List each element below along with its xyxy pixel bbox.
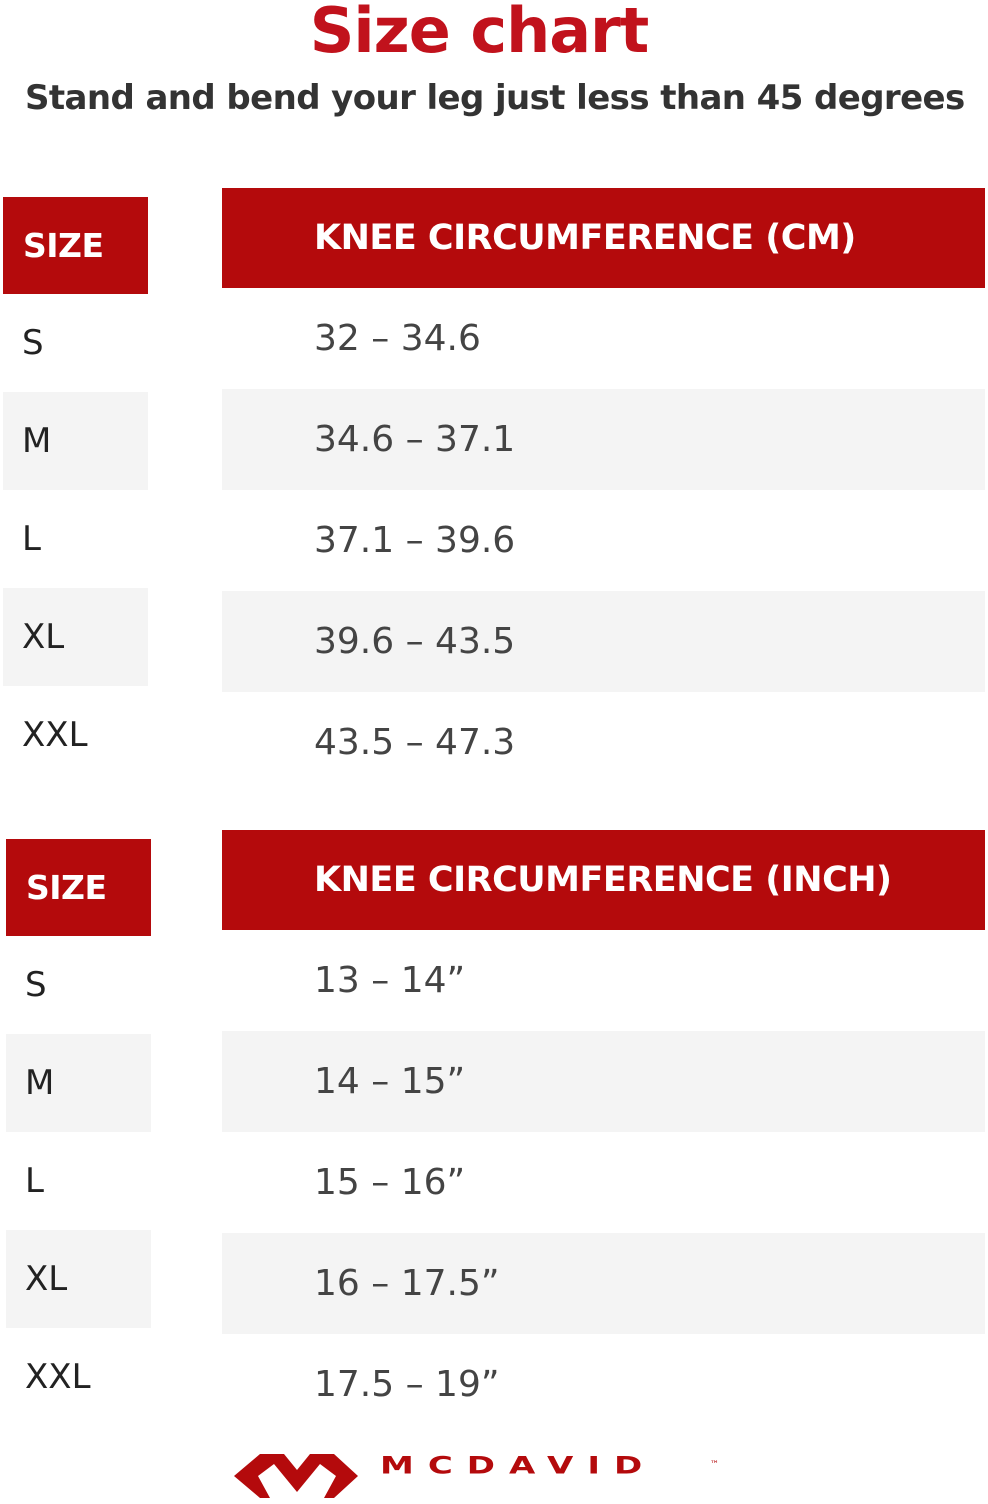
value-cell: 39.6 – 43.5 bbox=[222, 591, 985, 692]
size-column: S M L XL XXL bbox=[6, 936, 151, 1426]
size-cell: L bbox=[22, 519, 41, 559]
value-cell: 34.6 – 37.1 bbox=[222, 389, 985, 490]
mcdavid-m-mark-icon bbox=[234, 1454, 358, 1498]
knee-cm-column-header: KNEE CIRCUMFERENCE (CM) bbox=[222, 188, 985, 288]
value-cell: 14 – 15” bbox=[222, 1031, 985, 1132]
size-cell: XL bbox=[3, 588, 148, 686]
value-cell: 17.5 – 19” bbox=[314, 1364, 500, 1405]
value-cell: 13 – 14” bbox=[314, 960, 466, 1001]
page-subtitle: Stand and bend your leg just less than 4… bbox=[25, 78, 965, 118]
size-cell: XXL bbox=[25, 1357, 91, 1397]
size-table-cm: SIZE KNEE CIRCUMFERENCE (CM) S M L XL XX… bbox=[0, 188, 988, 788]
value-cell: 15 – 16” bbox=[314, 1162, 466, 1203]
knee-inch-column: 13 – 14” 14 – 15” 15 – 16” 16 – 17.5” 17… bbox=[222, 930, 985, 1435]
size-cell: S bbox=[22, 323, 44, 363]
value-cell: 32 – 34.6 bbox=[314, 318, 481, 359]
mcdavid-logo: MCDAVID ™ bbox=[232, 1450, 732, 1500]
size-cell: M bbox=[6, 1034, 151, 1132]
size-table-inch: SIZE KNEE CIRCUMFERENCE (INCH) S M L XL … bbox=[0, 830, 988, 1430]
value-cell: 37.1 – 39.6 bbox=[314, 520, 516, 561]
trademark: ™ bbox=[710, 1460, 719, 1470]
size-cell: XL bbox=[6, 1230, 151, 1328]
knee-inch-column-header: KNEE CIRCUMFERENCE (INCH) bbox=[222, 830, 985, 930]
size-column: S M L XL XXL bbox=[3, 294, 148, 784]
size-cell: S bbox=[25, 965, 47, 1005]
size-cell: M bbox=[3, 392, 148, 490]
logo-wordmark: MCDAVID bbox=[380, 1452, 657, 1480]
value-cell: 43.5 – 47.3 bbox=[314, 722, 516, 763]
size-cell: L bbox=[25, 1161, 44, 1201]
knee-cm-column: 32 – 34.6 34.6 – 37.1 37.1 – 39.6 39.6 –… bbox=[222, 288, 985, 793]
page-title: Size chart bbox=[309, 0, 650, 67]
size-column-header: SIZE bbox=[3, 197, 148, 294]
value-cell: 16 – 17.5” bbox=[222, 1233, 985, 1334]
size-column-header: SIZE bbox=[6, 839, 151, 936]
size-cell: XXL bbox=[22, 715, 88, 755]
